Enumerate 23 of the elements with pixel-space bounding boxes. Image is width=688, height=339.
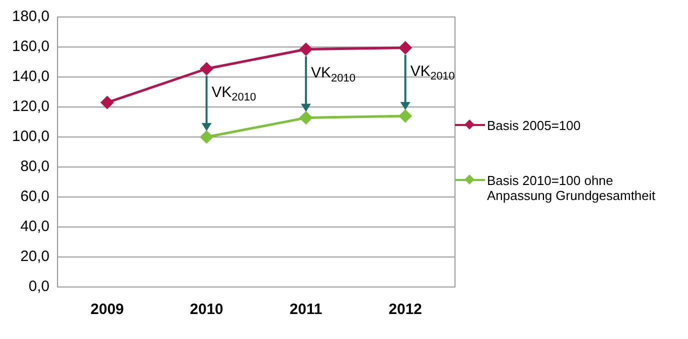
y-tick-label: 100,0 — [12, 128, 50, 146]
y-tick-label: 120,0 — [12, 98, 50, 116]
y-tick-label: 20,0 — [20, 248, 50, 266]
legend-label: Basis 2005=100 — [487, 118, 581, 133]
point — [399, 42, 412, 54]
point — [300, 112, 312, 124]
x-tick-label: 2010 — [190, 301, 224, 318]
y-tick-label: 40,0 — [20, 218, 50, 236]
y-tick-label: 160,0 — [12, 38, 50, 56]
point — [200, 62, 213, 75]
y-tick-label: 140,0 — [12, 68, 50, 86]
y-tick-label: 0,0 — [28, 278, 50, 296]
y-tick-label: 60,0 — [20, 188, 50, 206]
point — [200, 130, 213, 144]
point — [399, 110, 412, 122]
x-tick-label: 2009 — [90, 301, 124, 318]
point — [300, 43, 312, 56]
y-tick-label: 80,0 — [20, 158, 50, 176]
y-tick-label: 180,0 — [12, 8, 50, 26]
point — [100, 96, 114, 109]
x-tick-label: 2011 — [290, 301, 322, 318]
x-tick-label: 2012 — [388, 301, 422, 318]
legend-label: Basis 2010=100 ohne Anpassung Grundgesamtheit — [487, 173, 656, 203]
